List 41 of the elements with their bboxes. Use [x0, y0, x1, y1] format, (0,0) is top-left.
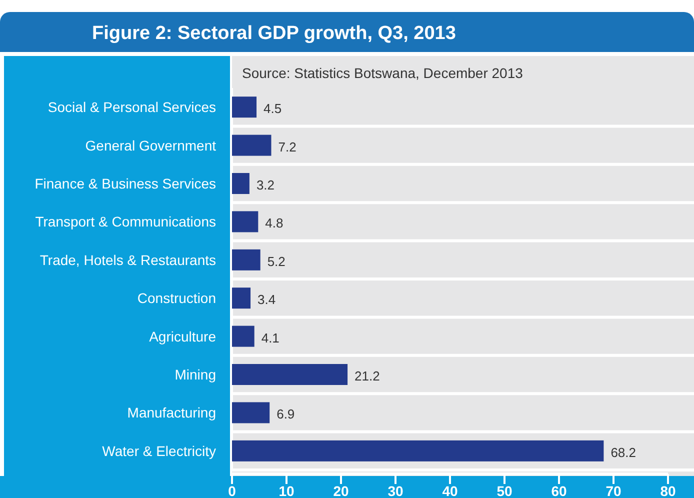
data-label: 6.9: [276, 406, 295, 422]
y-tick-label: Construction: [137, 290, 216, 306]
x-tick-label: 20: [333, 483, 349, 498]
x-tick-label: 10: [278, 483, 294, 498]
bar: [232, 211, 258, 232]
y-tick-label: Agriculture: [149, 328, 216, 344]
data-label: 3.4: [258, 292, 276, 308]
y-tick-label: Mining: [174, 366, 216, 382]
bar: [232, 402, 270, 424]
y-tick-label: General Government: [85, 137, 216, 154]
data-label: 3.2: [256, 178, 275, 192]
data-label: 7.2: [278, 139, 296, 154]
data-label: 5.2: [267, 254, 286, 269]
bar: [232, 173, 250, 194]
data-label: 21.2: [354, 368, 380, 384]
y-tick-label: Finance & Business Services: [34, 176, 216, 192]
data-label: 68.2: [610, 444, 636, 460]
x-tick-label: 70: [606, 483, 622, 498]
bar: [232, 249, 260, 270]
x-tick-label: 80: [660, 483, 676, 498]
y-tick-label: Trade, Hotels & Restaurants: [40, 252, 216, 268]
data-label: 4.1: [261, 330, 280, 346]
x-tick-label: 60: [551, 483, 567, 498]
bar: [232, 96, 257, 118]
bar: [232, 134, 272, 156]
annotation: Source: Statistics Botswana, December 2013: [242, 65, 524, 81]
x-tick-label: 40: [442, 483, 458, 498]
bar: [232, 326, 254, 347]
x-tick-label: 0: [228, 483, 236, 498]
y-tick-label: Manufacturing: [127, 404, 216, 421]
y-tick-label: Social & Personal Services: [48, 99, 216, 116]
y-tick-label: Water & Electricity: [102, 442, 216, 459]
bar: [232, 364, 348, 385]
bar: [232, 288, 251, 309]
x-tick-label: 30: [388, 483, 404, 498]
y-tick-label: Transport & Communications: [35, 214, 216, 230]
chart-title: Figure 2: Sectoral GDP growth, Q3, 2013: [92, 23, 456, 44]
data-label: 4.5: [264, 101, 282, 116]
x-tick-label: 50: [496, 483, 512, 498]
bar: [232, 440, 604, 462]
data-label: 4.8: [265, 216, 284, 231]
